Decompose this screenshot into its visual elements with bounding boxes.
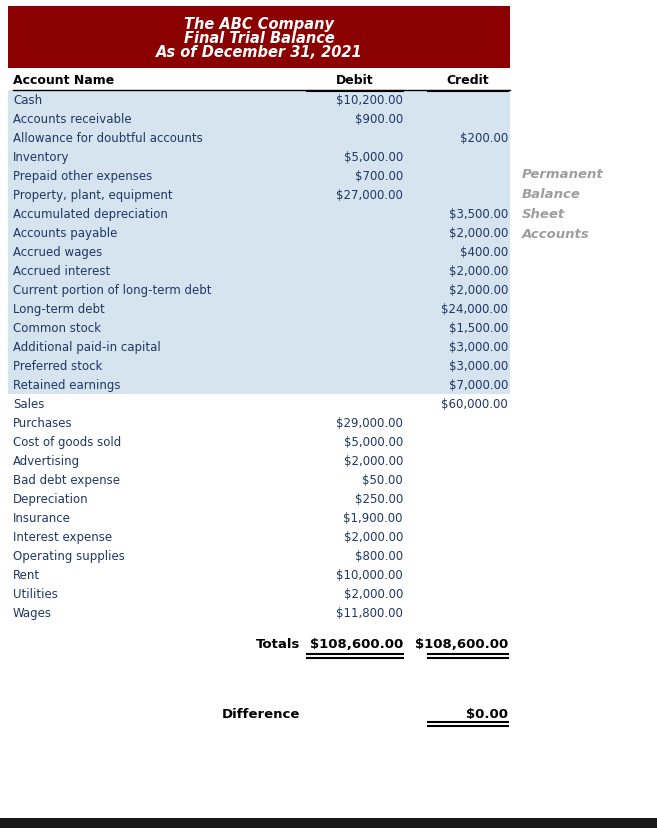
Text: Wages: Wages <box>13 606 52 619</box>
Bar <box>8 148 510 166</box>
Text: $2,000.00: $2,000.00 <box>449 284 508 296</box>
Text: Final Trial Balance: Final Trial Balance <box>183 31 334 46</box>
Text: Cost of goods sold: Cost of goods sold <box>13 436 122 449</box>
Bar <box>8 243 510 262</box>
Text: Inventory: Inventory <box>13 151 70 164</box>
Bar <box>8 508 510 527</box>
Bar <box>8 91 510 110</box>
Text: $0.00: $0.00 <box>466 707 508 720</box>
Text: $3,000.00: $3,000.00 <box>449 340 508 354</box>
Text: Additional paid-in capital: Additional paid-in capital <box>13 340 161 354</box>
Text: $2,000.00: $2,000.00 <box>344 587 403 600</box>
Text: Depreciation: Depreciation <box>13 493 89 505</box>
Bar <box>8 394 510 413</box>
Text: Common stock: Common stock <box>13 321 101 335</box>
Bar <box>8 451 510 470</box>
Bar <box>8 166 510 185</box>
Bar <box>8 546 510 566</box>
Bar <box>8 489 510 508</box>
Text: Preferred stock: Preferred stock <box>13 359 102 373</box>
Text: $1,500.00: $1,500.00 <box>449 321 508 335</box>
Text: $5,000.00: $5,000.00 <box>344 436 403 449</box>
Text: $200.00: $200.00 <box>460 132 508 145</box>
Text: Debit: Debit <box>336 74 374 86</box>
Text: The ABC Company: The ABC Company <box>184 17 334 31</box>
Bar <box>8 604 510 623</box>
Bar <box>8 527 510 546</box>
Text: Advertising: Advertising <box>13 455 80 468</box>
Text: $800.00: $800.00 <box>355 549 403 562</box>
Bar <box>8 470 510 489</box>
Bar <box>8 319 510 338</box>
Text: Credit: Credit <box>447 74 489 86</box>
Text: Purchases: Purchases <box>13 416 73 430</box>
Text: Sales: Sales <box>13 397 45 411</box>
Text: Accumulated depreciation: Accumulated depreciation <box>13 208 168 221</box>
Bar <box>8 224 510 243</box>
Text: Long-term debt: Long-term debt <box>13 303 104 315</box>
Text: $3,500.00: $3,500.00 <box>449 208 508 221</box>
Text: Interest expense: Interest expense <box>13 531 112 543</box>
Text: Difference: Difference <box>221 707 300 720</box>
Text: Accounts payable: Accounts payable <box>13 227 118 240</box>
Bar <box>8 7 510 69</box>
Text: $400.00: $400.00 <box>460 246 508 258</box>
Bar <box>8 338 510 357</box>
Text: $24,000.00: $24,000.00 <box>441 303 508 315</box>
Bar <box>8 110 510 129</box>
Text: Permanent
Balance
Sheet
Accounts: Permanent Balance Sheet Accounts <box>522 168 604 241</box>
Text: $1,900.00: $1,900.00 <box>344 512 403 524</box>
Text: Insurance: Insurance <box>13 512 71 524</box>
Text: $250.00: $250.00 <box>355 493 403 505</box>
Text: Allowance for doubtful accounts: Allowance for doubtful accounts <box>13 132 203 145</box>
Text: Property, plant, equipment: Property, plant, equipment <box>13 189 173 202</box>
Text: Current portion of long-term debt: Current portion of long-term debt <box>13 284 212 296</box>
Bar <box>8 300 510 319</box>
Text: $2,000.00: $2,000.00 <box>344 531 403 543</box>
Bar <box>8 129 510 148</box>
Bar <box>0 818 657 828</box>
Text: $900.00: $900.00 <box>355 113 403 126</box>
Text: As of December 31, 2021: As of December 31, 2021 <box>156 45 362 60</box>
Bar <box>8 357 510 376</box>
Text: $10,200.00: $10,200.00 <box>336 94 403 107</box>
Bar <box>8 432 510 451</box>
Bar <box>8 281 510 300</box>
Text: $50.00: $50.00 <box>362 474 403 486</box>
Text: $700.00: $700.00 <box>355 170 403 183</box>
Text: $7,000.00: $7,000.00 <box>449 378 508 392</box>
Text: $3,000.00: $3,000.00 <box>449 359 508 373</box>
Text: $11,800.00: $11,800.00 <box>336 606 403 619</box>
Text: $2,000.00: $2,000.00 <box>344 455 403 468</box>
Text: $2,000.00: $2,000.00 <box>449 265 508 277</box>
Text: $108,600.00: $108,600.00 <box>415 638 508 651</box>
Text: Operating supplies: Operating supplies <box>13 549 125 562</box>
Text: $10,000.00: $10,000.00 <box>336 568 403 581</box>
Text: Accrued interest: Accrued interest <box>13 265 110 277</box>
Text: $60,000.00: $60,000.00 <box>442 397 508 411</box>
Text: $29,000.00: $29,000.00 <box>336 416 403 430</box>
Text: Bad debt expense: Bad debt expense <box>13 474 120 486</box>
Bar <box>8 262 510 281</box>
Bar <box>8 376 510 394</box>
Bar <box>8 566 510 585</box>
Text: Cash: Cash <box>13 94 42 107</box>
Text: Accrued wages: Accrued wages <box>13 246 102 258</box>
Text: Totals: Totals <box>256 638 300 651</box>
Text: $5,000.00: $5,000.00 <box>344 151 403 164</box>
Text: Retained earnings: Retained earnings <box>13 378 120 392</box>
Text: $2,000.00: $2,000.00 <box>449 227 508 240</box>
Text: $108,600.00: $108,600.00 <box>309 638 403 651</box>
Bar <box>8 185 510 205</box>
Text: Rent: Rent <box>13 568 40 581</box>
Text: $27,000.00: $27,000.00 <box>336 189 403 202</box>
Bar <box>8 205 510 224</box>
Text: Account Name: Account Name <box>13 74 114 86</box>
Text: Accounts receivable: Accounts receivable <box>13 113 131 126</box>
Text: Utilities: Utilities <box>13 587 58 600</box>
Bar <box>8 585 510 604</box>
Text: Prepaid other expenses: Prepaid other expenses <box>13 170 152 183</box>
Bar <box>8 413 510 432</box>
